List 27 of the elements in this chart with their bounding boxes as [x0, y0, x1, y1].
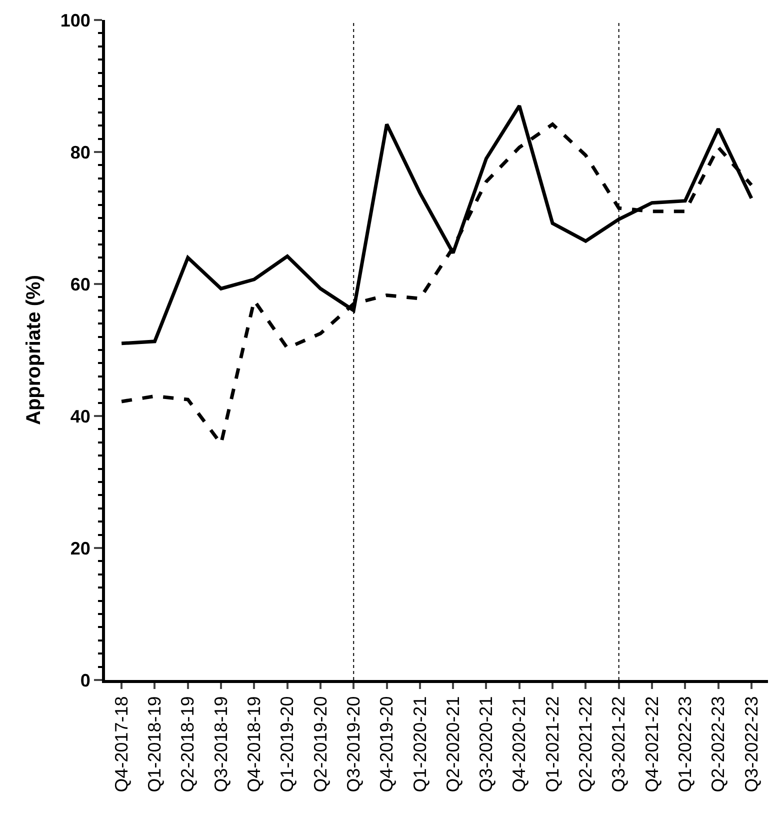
- x-tick-label: Q4-2018-19: [244, 696, 264, 792]
- y-tick-label: 80: [70, 142, 90, 162]
- x-tick-label: Q1-2021-22: [542, 696, 562, 792]
- x-tick-label: Q2-2019-20: [310, 696, 330, 792]
- x-tick-label: Q3-2020-21: [476, 696, 496, 792]
- x-tick-label: Q3-2021-22: [608, 696, 629, 792]
- x-tick-label: Q1-2018-19: [144, 696, 165, 792]
- x-tick-label: Q3-2022-23: [741, 696, 762, 792]
- x-tick-label: Q2-2021-22: [576, 696, 596, 792]
- y-tick-label: 20: [70, 538, 90, 558]
- x-tick-label: Q3-2019-20: [343, 696, 364, 792]
- x-tick-label: Q4-2017-18: [111, 696, 132, 792]
- x-tick-label: Q1-2019-20: [277, 696, 298, 792]
- x-tick-label: Q2-2018-19: [178, 696, 198, 792]
- y-tick-label: 100: [60, 10, 90, 30]
- x-tick-label: Q4-2021-22: [642, 696, 662, 792]
- x-tick-label: Q2-2020-21: [442, 696, 463, 792]
- x-tick-label: Q4-2020-21: [509, 696, 530, 792]
- y-axis-title: Appropriate (%): [22, 275, 45, 425]
- x-tick-label: Q1-2020-21: [410, 696, 430, 792]
- x-tick-label: Q4-2019-20: [376, 696, 397, 792]
- x-tick-label: Q2-2022-23: [708, 696, 728, 792]
- y-tick-label: 40: [70, 406, 90, 426]
- y-tick-label: 60: [70, 274, 90, 294]
- x-tick-label: Q1-2022-23: [674, 696, 695, 792]
- y-tick-label: 0: [80, 670, 90, 690]
- x-tick-label: Q3-2018-19: [210, 696, 231, 792]
